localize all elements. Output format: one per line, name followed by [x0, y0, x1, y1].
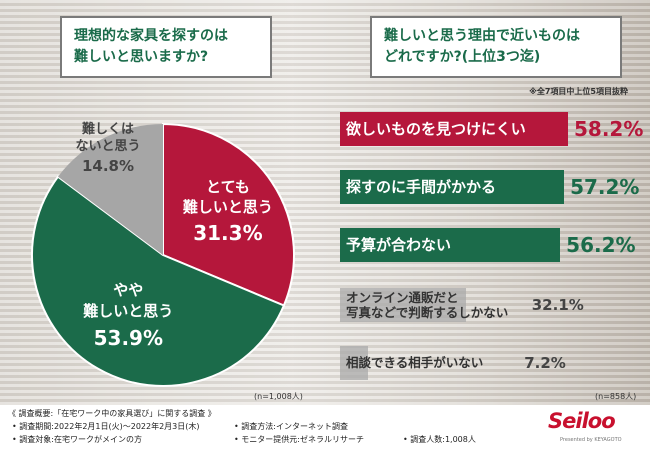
bar-value-1: 58.2%: [574, 117, 644, 141]
survey-period: • 調査期間:2022年2月1日(火)〜2022年2月3日(木): [12, 422, 200, 431]
bar-value-2: 57.2%: [570, 175, 640, 199]
pie-label-somewhat-difficult-line2: 難しいと思う: [83, 302, 173, 320]
bar-label-2-line1: 探すのに手間がかかる: [346, 178, 497, 196]
pie-slice-somewhat-difficult: [31, 175, 286, 387]
seiloo-logo-sub: Presented by KEYAGOTO: [560, 437, 622, 443]
survey-provider: • モニター提供元:ゼネラルリサーチ: [234, 435, 364, 444]
survey-footer: 《 調査概要:「在宅ワーク中の家具選び」に関する調査 》 • 調査期間:2022…: [0, 405, 650, 450]
bar-label-1-line1: 欲しいものを見つけにくい: [346, 120, 526, 138]
question-right-box: 難しいと思う理由で近いものは どれですか?(上位3つ迄): [370, 16, 622, 78]
pie-label-very-difficult-line2: 難しいと思う: [183, 198, 273, 216]
bar-sample-size: (n=858人): [595, 392, 637, 401]
pie-label-very-difficult-line1: とても: [206, 178, 250, 196]
bar-label-3-line1: 予算が合わない: [346, 236, 452, 254]
survey-count: • 調査人数:1,008人: [403, 435, 476, 444]
pie-value-not-difficult: 14.8%: [82, 157, 134, 175]
bar-label-5: 相談できる相手がいない: [346, 346, 483, 380]
pie-value-very-difficult: 31.3%: [193, 221, 262, 245]
bar-5: [340, 346, 369, 380]
bar-label-1: 欲しいものを見つけにくい: [346, 112, 526, 146]
bar-value-3: 56.2%: [566, 233, 636, 257]
question-left-line2: 難しいと思いますか?: [74, 49, 209, 65]
pie-slice-not-difficult: [57, 124, 164, 255]
bar-label-3: 予算が合わない: [346, 228, 451, 262]
question-left-line1: 理想的な家具を探すのは: [74, 28, 228, 44]
pie-chart: とても難しいと思う31.3%やや難しいと思う53.9%難しくはないと思う14.8…: [31, 121, 295, 387]
survey-title: 《 調査概要:「在宅ワーク中の家具選び」に関する調査 》: [8, 409, 216, 418]
bar-4: [340, 288, 466, 322]
bar-label-2: 探すのに手間がかかる: [346, 170, 496, 204]
question-right-line1: 難しいと思う理由で近いものは: [384, 28, 580, 44]
bar-label-4-line1: オンライン通販だと: [346, 290, 459, 305]
survey-method: • 調査方法:インターネット調査: [234, 422, 348, 431]
bar-value-4: 32.1%: [531, 296, 584, 314]
bar-1: [340, 112, 568, 146]
pie-value-somewhat-difficult: 53.9%: [94, 326, 163, 350]
pie-slice-very-difficult: [162, 122, 295, 307]
pie-label-somewhat-difficult-line1: やや: [113, 281, 143, 299]
pie-label-not-difficult-line2: ないと思う: [75, 139, 140, 154]
bar-label-4-line2: 写真などで判断するしかない: [346, 305, 509, 320]
bar-2: [340, 170, 565, 204]
pie-sample-size: (n=1,008人): [254, 392, 303, 401]
question-right-line2: どれですか?(上位3つ迄): [384, 49, 541, 65]
bar-label-5-line1: 相談できる相手がいない: [346, 355, 484, 370]
question-left-box: 理想的な家具を探すのは 難しいと思いますか?: [60, 16, 272, 78]
pie-label-not-difficult-line1: 難しくは: [82, 121, 134, 137]
top5-note: ※全7項目中上位5項目抜粋: [529, 87, 628, 96]
bar-value-5: 7.2%: [524, 354, 566, 372]
seiloo-logo: Seiloo: [548, 409, 616, 433]
bar-label-4: オンライン通販だと 写真などで判断するしかない: [346, 290, 508, 324]
survey-target: • 調査対象:在宅ワークがメインの方: [12, 435, 142, 444]
bar-3: [340, 228, 561, 262]
